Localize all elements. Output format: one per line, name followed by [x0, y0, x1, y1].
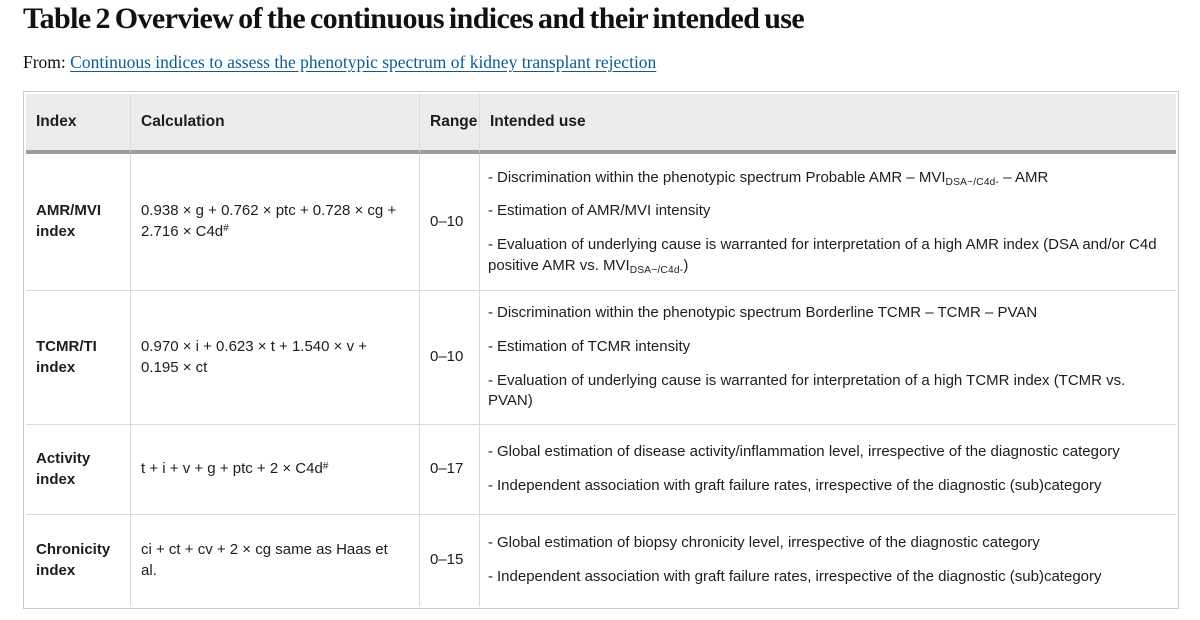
range: 0–10	[419, 290, 479, 424]
text-segment: Discrimination within the phenotypic spe…	[497, 168, 946, 186]
range: 0–15	[419, 514, 479, 606]
bullet-dash: -	[488, 168, 493, 186]
subscript: DSA−/C4d-	[629, 264, 684, 276]
table-body: AMR/MVI index 0.938 × g + 0.762 × ptc + …	[26, 154, 1176, 606]
text-segment: Global estimation of biopsy chronicity l…	[497, 534, 1040, 552]
index-name: AMR/MVI index	[36, 202, 101, 240]
bullet-dash: -	[488, 477, 493, 494]
text-segment: Global estimation of disease activity/in…	[497, 443, 1120, 461]
intended-use-item: - Independent association with graft fail…	[488, 476, 1168, 497]
text-segment: Independent association with graft failu…	[497, 568, 1102, 585]
bullet-dash: -	[488, 337, 493, 355]
indices-table: Index Calculation Range Intended use AMR…	[26, 94, 1176, 606]
calculation: t + i + v + g + ptc + 2 × C4d#	[130, 424, 419, 514]
index-name: Activity index	[26, 424, 130, 514]
text-segment: Evaluation of underlying cause is warran…	[488, 371, 1126, 410]
table-container: Index Calculation Range Intended use AMR…	[23, 91, 1179, 609]
intended-use-item: - Discrimination within the phenotypic sp…	[488, 303, 1168, 324]
article-link[interactable]: Continuous indices to assess the phenoty…	[70, 52, 657, 72]
table-row: Chronicity index ci + ct + cv + 2 × cg s…	[26, 514, 1176, 606]
text-segment: – AMR	[999, 168, 1049, 186]
intended-use-list: - Discrimination within the phenotypic sp…	[479, 290, 1176, 424]
range: 0–17	[419, 424, 479, 514]
index-name: Chronicity index	[26, 514, 130, 606]
intended-use-item: - Estimation of TCMR intensity	[488, 337, 1168, 358]
text-segment: Estimation of AMR/MVI intensity	[497, 202, 711, 220]
column-header-intended-use: Intended use	[479, 94, 1176, 154]
intended-use-item: - Evaluation of underlying cause is warra…	[488, 371, 1168, 412]
intended-use-item: - Evaluation of underlying cause is warra…	[488, 235, 1168, 276]
from-label: From:	[23, 52, 66, 72]
bullet-dash: -	[488, 568, 493, 585]
column-header-range: Range	[419, 94, 479, 154]
bullet-dash: -	[488, 443, 493, 461]
table-row: TCMR/TI index 0.970 × i + 0.623 × t + 1.…	[26, 290, 1176, 424]
bullet-dash: -	[488, 236, 493, 253]
intended-use-list: - Global estimation of disease activity/i…	[479, 424, 1176, 514]
intended-use-item: - Estimation of AMR/MVI intensity	[488, 201, 1168, 222]
calculation: 0.938 × g + 0.762 × ptc + 0.728 × cg + 2…	[130, 154, 419, 290]
intended-use-item: - Discrimination within the phenotypic sp…	[488, 168, 1168, 189]
superscript: #	[322, 460, 329, 472]
page-title: Table 2 Overview of the continuous indic…	[23, 2, 805, 35]
intended-use-item: - Global estimation of biopsy chronicity …	[488, 533, 1168, 554]
intended-use-item: - Independent association with graft fail…	[488, 567, 1168, 588]
text-segment: Discrimination within the phenotypic spe…	[497, 304, 1038, 322]
table-row: Activity index t + i + v + g + ptc + 2 ×…	[26, 424, 1176, 514]
intended-use-list: - Global estimation of biopsy chronicity …	[479, 514, 1176, 606]
column-header-index: Index	[26, 94, 130, 154]
text-segment: t + i + v + g + ptc + 2 × C4d	[141, 460, 323, 478]
table-row: AMR/MVI index 0.938 × g + 0.762 × ptc + …	[26, 154, 1176, 290]
text-segment: 0.938 × g + 0.762 × ptc + 0.728 × cg + 2…	[141, 202, 397, 240]
range: 0–10	[419, 154, 479, 290]
subscript: DSA−/C4d-	[945, 176, 1000, 188]
from-line: From: Continuous indices to assess the p…	[23, 52, 1178, 73]
superscript: #	[223, 223, 229, 235]
text-segment: )	[683, 256, 689, 274]
text-segment: 0.970 × i + 0.623 × t + 1.540 × v + 0.19…	[141, 337, 368, 376]
text-segment: Estimation of TCMR intensity	[497, 337, 691, 355]
column-header-calculation: Calculation	[130, 94, 419, 154]
calculation: ci + ct + cv + 2 × cg same as Haas et al…	[130, 514, 419, 606]
bullet-dash: -	[488, 534, 493, 552]
bullet-dash: -	[488, 202, 493, 220]
text-segment: Evaluation of underlying cause is warran…	[488, 236, 1157, 274]
text-segment: Independent association with graft failu…	[497, 477, 1102, 494]
table-header-row: Index Calculation Range Intended use	[26, 94, 1176, 154]
bullet-dash: -	[488, 304, 493, 322]
intended-use-list: - Discrimination within the phenotypic sp…	[479, 154, 1176, 290]
calculation: 0.970 × i + 0.623 × t + 1.540 × v + 0.19…	[130, 290, 419, 424]
bullet-dash: -	[488, 371, 493, 389]
text-segment: ci + ct + cv + 2 × cg same as Haas et al…	[141, 540, 388, 579]
intended-use-item: - Global estimation of disease activity/i…	[488, 442, 1168, 463]
index-name: TCMR/TI index	[26, 290, 130, 424]
